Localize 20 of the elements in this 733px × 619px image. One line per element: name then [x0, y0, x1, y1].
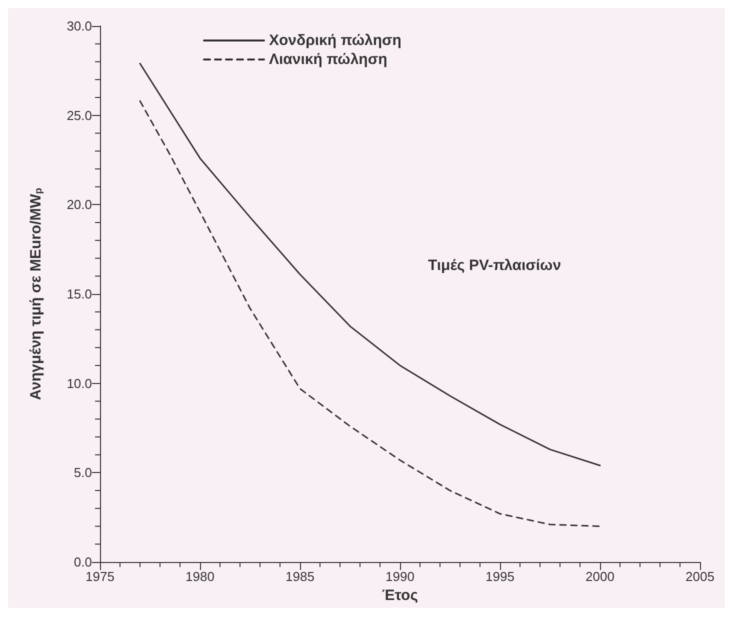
- x-tick-label: 1975: [86, 569, 114, 584]
- x-tick-label: 2005: [686, 569, 714, 584]
- legend-label: Χονδρική πώληση: [269, 32, 402, 49]
- legend-label: Λιανική πώληση: [269, 51, 388, 68]
- y-tick-label: 15.0: [66, 286, 92, 302]
- y-tick-label: 10.0: [66, 376, 92, 391]
- x-tick-label: 1995: [486, 569, 514, 584]
- y-tick-label: 0.0: [74, 554, 92, 570]
- line-series: [139, 100, 601, 528]
- x-tick-label: 1985: [286, 569, 314, 584]
- y-tick-label: 30.0: [66, 18, 92, 34]
- annotation: Τιμές PV-πλαισίων: [428, 257, 562, 274]
- y-tick-label: 20.0: [66, 197, 92, 212]
- x-tick-label: 1990: [386, 569, 414, 584]
- y-tick-label: 5.0: [74, 465, 92, 480]
- x-tick-label: 1980: [186, 569, 214, 584]
- y-axis-title: Ανηγμένη τιμή σε MEuro/MWp: [28, 188, 44, 400]
- y-tick-label: 25.0: [66, 108, 92, 123]
- x-axis-title: Έτος: [382, 587, 418, 604]
- x-tick-label: 2000: [586, 569, 614, 584]
